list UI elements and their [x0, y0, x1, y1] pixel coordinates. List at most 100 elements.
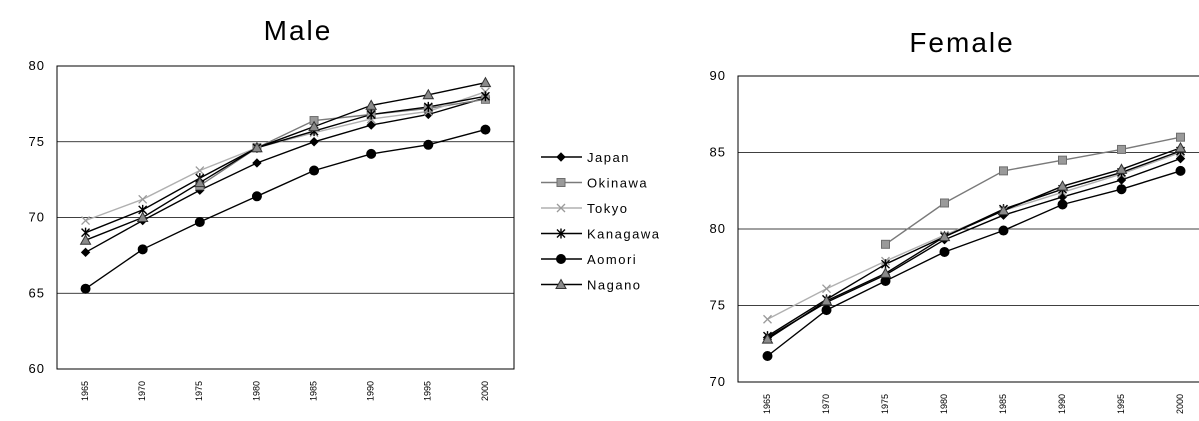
- female-point-nagano: [820, 294, 833, 306]
- female-series-line-nagano: [767, 147, 1181, 340]
- male-point-nagano: [365, 99, 378, 110]
- male-series-line-nagano: [85, 82, 486, 241]
- female-point-aomori: [1175, 165, 1186, 176]
- male-series-line-aomori: [85, 128, 486, 290]
- female-chart: Female 70 75 80 85 90 1965 1970 1975 1980 1985 1990…: [710, 27, 1199, 414]
- female-point-nagano: [1056, 180, 1069, 191]
- legend-marker-japan: [556, 152, 566, 162]
- female-point-japan: [1116, 175, 1127, 185]
- male-point-kanagawa: [366, 109, 376, 120]
- legend-marker-okinawa: [556, 178, 566, 187]
- female-point-aomori: [1116, 184, 1127, 195]
- female-point-tokyo: [822, 284, 831, 294]
- female-point-nagano: [1115, 163, 1128, 174]
- female-point-okinawa: [1176, 132, 1185, 142]
- female-xtick-label: 1975: [880, 394, 890, 414]
- female-point-aomori: [821, 305, 832, 316]
- male-ytick-label: 70: [29, 210, 45, 225]
- male-xtick-label: 1985: [308, 381, 318, 401]
- male-ytick-label: 80: [29, 58, 45, 73]
- male-ytick-label: 65: [29, 285, 45, 300]
- female-series-line-okinawa: [885, 136, 1181, 245]
- male-series-line-japan: [85, 97, 486, 253]
- male-point-aomori: [251, 191, 262, 202]
- legend-marker-kanagawa: [556, 228, 566, 239]
- male-point-aomori: [366, 148, 377, 159]
- male-point-japan: [366, 120, 376, 130]
- female-ytick-label: 80: [710, 221, 726, 236]
- male-xtick-label: 2000: [480, 381, 490, 401]
- male-point-aomori: [80, 283, 91, 294]
- male-point-aomori: [194, 217, 205, 228]
- female-series-line-japan: [767, 157, 1181, 339]
- male-ytick-label: 60: [29, 361, 45, 376]
- male-point-aomori: [309, 165, 320, 176]
- male-point-nagano: [251, 141, 263, 153]
- female-point-japan: [1175, 153, 1186, 164]
- legend-label-aomori: Aomori: [587, 252, 637, 267]
- female-point-nagano: [997, 204, 1010, 216]
- female-xtick-label: 1980: [939, 394, 949, 414]
- male-point-nagano: [308, 120, 320, 132]
- male-point-nagano: [479, 76, 492, 88]
- male-xtick-label: 1995: [423, 381, 433, 401]
- male-series-line-okinawa: [199, 98, 486, 187]
- female-point-nagano: [761, 333, 774, 344]
- female-point-okinawa: [881, 239, 890, 249]
- female-point-nagano: [879, 267, 892, 278]
- female-title: Female: [909, 27, 1014, 58]
- male-title: Male: [264, 15, 333, 46]
- male-point-nagano: [136, 211, 149, 222]
- legend-marker-tokyo: [556, 203, 566, 213]
- female-plot-frame: [737, 75, 1199, 383]
- female-xtick-label: 1995: [1116, 394, 1126, 414]
- female-point-aomori: [762, 350, 773, 361]
- female-point-okinawa: [999, 166, 1008, 176]
- female-point-tokyo: [763, 314, 772, 324]
- female-point-nagano: [1174, 141, 1187, 153]
- female-xtick-label: 1965: [762, 394, 772, 414]
- female-xtick-label: 2000: [1175, 394, 1185, 414]
- female-point-aomori: [939, 246, 950, 257]
- male-point-japan: [80, 247, 91, 258]
- male-point-kanagawa: [423, 101, 433, 112]
- legend-label-nagano: Nagano: [587, 278, 642, 293]
- female-point-nagano: [938, 230, 951, 242]
- male-series-line-tokyo: [85, 91, 486, 222]
- female-series-line-aomori: [767, 170, 1181, 357]
- male-point-nagano: [422, 88, 435, 100]
- male-point-japan: [252, 158, 262, 168]
- female-xtick-label: 1990: [1057, 394, 1067, 414]
- male-point-japan: [309, 137, 319, 147]
- male-point-nagano: [79, 234, 92, 245]
- legend-label-kanagawa: Kanagawa: [587, 227, 660, 242]
- male-point-kanagawa: [480, 91, 490, 102]
- female-xtick-label: 1985: [998, 394, 1008, 414]
- male-point-aomori: [480, 124, 491, 135]
- male-point-tokyo: [195, 166, 205, 175]
- female-point-aomori: [1057, 199, 1068, 210]
- female-point-aomori: [998, 225, 1009, 236]
- male-point-aomori: [137, 244, 148, 255]
- male-xtick-label: 1980: [251, 381, 261, 401]
- male-chart: Male 60 65 70 75 80 1965 1970 1975 1980 1985 1990 19…: [29, 15, 515, 401]
- male-series-line-kanagawa: [85, 95, 486, 234]
- male-point-tokyo: [138, 194, 148, 204]
- legend-label-okinawa: Okinawa: [587, 176, 648, 191]
- female-xtick-label: 1970: [821, 394, 831, 414]
- female-point-okinawa: [1058, 155, 1067, 165]
- legend-marker-aomori: [556, 254, 566, 264]
- legend-label-japan: Japan: [587, 150, 630, 165]
- male-ytick-label: 75: [29, 134, 45, 149]
- male-point-aomori: [423, 139, 434, 150]
- male-xtick-label: 1970: [137, 381, 147, 401]
- female-ytick-label: 85: [710, 145, 726, 160]
- male-xtick-label: 1965: [80, 381, 90, 401]
- male-point-tokyo: [81, 216, 91, 225]
- female-point-okinawa: [1117, 144, 1126, 154]
- female-ytick-label: 75: [710, 298, 726, 313]
- male-point-nagano: [193, 176, 206, 188]
- legend-label-tokyo: Tokyo: [587, 201, 628, 216]
- female-point-okinawa: [940, 198, 949, 208]
